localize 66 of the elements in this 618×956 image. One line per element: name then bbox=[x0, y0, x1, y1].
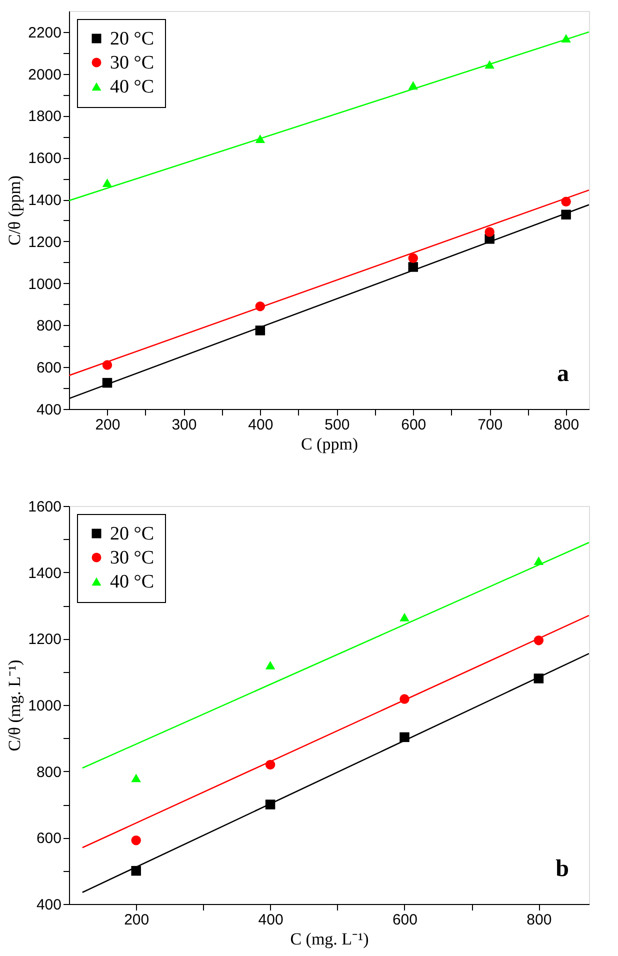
point bbox=[255, 134, 266, 143]
x-tick-label: 400 bbox=[248, 416, 274, 434]
point bbox=[265, 800, 276, 810]
x-tick-label: 400 bbox=[258, 912, 284, 928]
point bbox=[102, 360, 112, 370]
y-tick-label: 1600 bbox=[28, 150, 62, 168]
point bbox=[102, 378, 112, 388]
x-tick-label: 300 bbox=[172, 416, 197, 434]
y-tick-label: 2200 bbox=[28, 24, 62, 42]
x-tick-label: 800 bbox=[526, 912, 552, 928]
point bbox=[534, 674, 544, 684]
point bbox=[484, 227, 494, 237]
point bbox=[484, 60, 494, 69]
legend-label: 20 °C bbox=[110, 28, 154, 50]
point bbox=[400, 732, 410, 742]
x-tick-label: 800 bbox=[554, 416, 580, 434]
legend-label: 30 °C bbox=[110, 548, 154, 568]
point bbox=[265, 760, 276, 770]
x-axis-title: C (ppm) bbox=[300, 434, 358, 454]
y-axis-title: C/θ (ppm) bbox=[5, 175, 24, 246]
annotation: a bbox=[557, 361, 569, 387]
y-tick-label: 600 bbox=[36, 830, 62, 848]
point bbox=[561, 34, 571, 42]
point bbox=[561, 210, 571, 220]
x-tick-label: 200 bbox=[95, 416, 120, 434]
x-tick-label: 600 bbox=[392, 912, 418, 928]
point bbox=[561, 196, 571, 206]
point bbox=[400, 612, 410, 622]
legend-label: 20 °C bbox=[110, 524, 154, 544]
point bbox=[131, 866, 141, 876]
point bbox=[255, 301, 266, 312]
annotation: b bbox=[556, 856, 569, 882]
x-tick-label: 500 bbox=[324, 416, 350, 434]
point bbox=[408, 262, 418, 272]
y-tick-label: 1200 bbox=[28, 631, 62, 648]
point bbox=[102, 178, 112, 187]
x-tick-label: 700 bbox=[478, 416, 503, 434]
point bbox=[534, 635, 544, 646]
legend-label: 40 °C bbox=[110, 76, 154, 98]
y-tick-label: 600 bbox=[36, 360, 62, 377]
point bbox=[400, 694, 410, 704]
y-tick-label: 1000 bbox=[28, 276, 62, 293]
point bbox=[131, 835, 141, 846]
point bbox=[534, 556, 544, 565]
y-tick-label: 1400 bbox=[28, 192, 62, 210]
legend-label: 40 °C bbox=[110, 572, 154, 592]
y-tick-label: 400 bbox=[36, 402, 62, 418]
x-tick-label: 200 bbox=[124, 912, 150, 928]
x-axis-title: C (mg. L⁻¹) bbox=[290, 930, 369, 948]
y-tick-label: 1800 bbox=[28, 108, 62, 126]
y-tick-label: 1400 bbox=[28, 564, 62, 582]
y-tick-label: 400 bbox=[36, 896, 62, 914]
point bbox=[265, 660, 276, 670]
y-axis-title: C/θ (mg. L⁻¹) bbox=[5, 660, 24, 752]
y-tick-label: 800 bbox=[36, 318, 62, 335]
y-tick-label: 800 bbox=[36, 764, 62, 781]
y-tick-label: 1600 bbox=[28, 498, 62, 516]
legend-label: 30 °C bbox=[110, 52, 154, 74]
y-tick-label: 1200 bbox=[28, 234, 62, 251]
y-tick-label: 2000 bbox=[28, 66, 62, 84]
point bbox=[408, 81, 418, 90]
point bbox=[131, 774, 141, 782]
y-tick-label: 1000 bbox=[28, 698, 62, 714]
x-tick-label: 600 bbox=[401, 416, 426, 434]
point bbox=[408, 253, 418, 264]
point bbox=[255, 326, 266, 336]
